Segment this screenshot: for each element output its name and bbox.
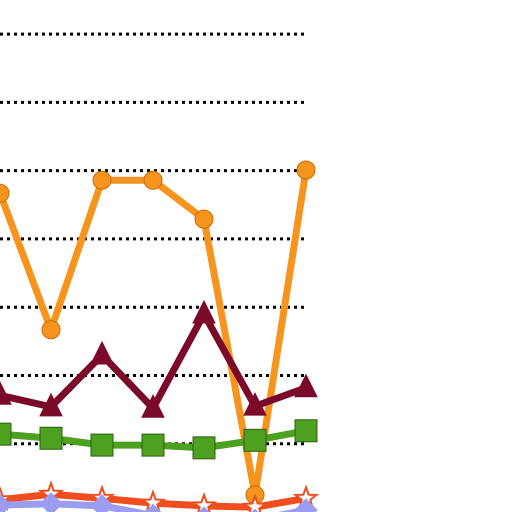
- point: [141, 433, 165, 457]
- point: [0, 381, 12, 405]
- point: [194, 209, 214, 229]
- point: [141, 394, 165, 418]
- point: [92, 170, 112, 190]
- point: [0, 183, 10, 203]
- point: [90, 340, 114, 365]
- point: [143, 170, 163, 190]
- point: [296, 160, 316, 180]
- point: [41, 320, 61, 340]
- point: [198, 506, 210, 512]
- point: [90, 433, 114, 457]
- point: [243, 428, 267, 452]
- point: [192, 299, 216, 324]
- point: [294, 419, 318, 443]
- point: [251, 508, 259, 512]
- point: [294, 373, 318, 398]
- point: [243, 392, 267, 416]
- point: [39, 492, 63, 512]
- plot-area: [0, 160, 320, 512]
- grid: [0, 32, 305, 446]
- point: [39, 426, 63, 450]
- point: [294, 498, 318, 512]
- point: [0, 493, 12, 512]
- point: [39, 392, 63, 417]
- point: [0, 422, 12, 446]
- point: [192, 436, 216, 460]
- point: [90, 494, 114, 512]
